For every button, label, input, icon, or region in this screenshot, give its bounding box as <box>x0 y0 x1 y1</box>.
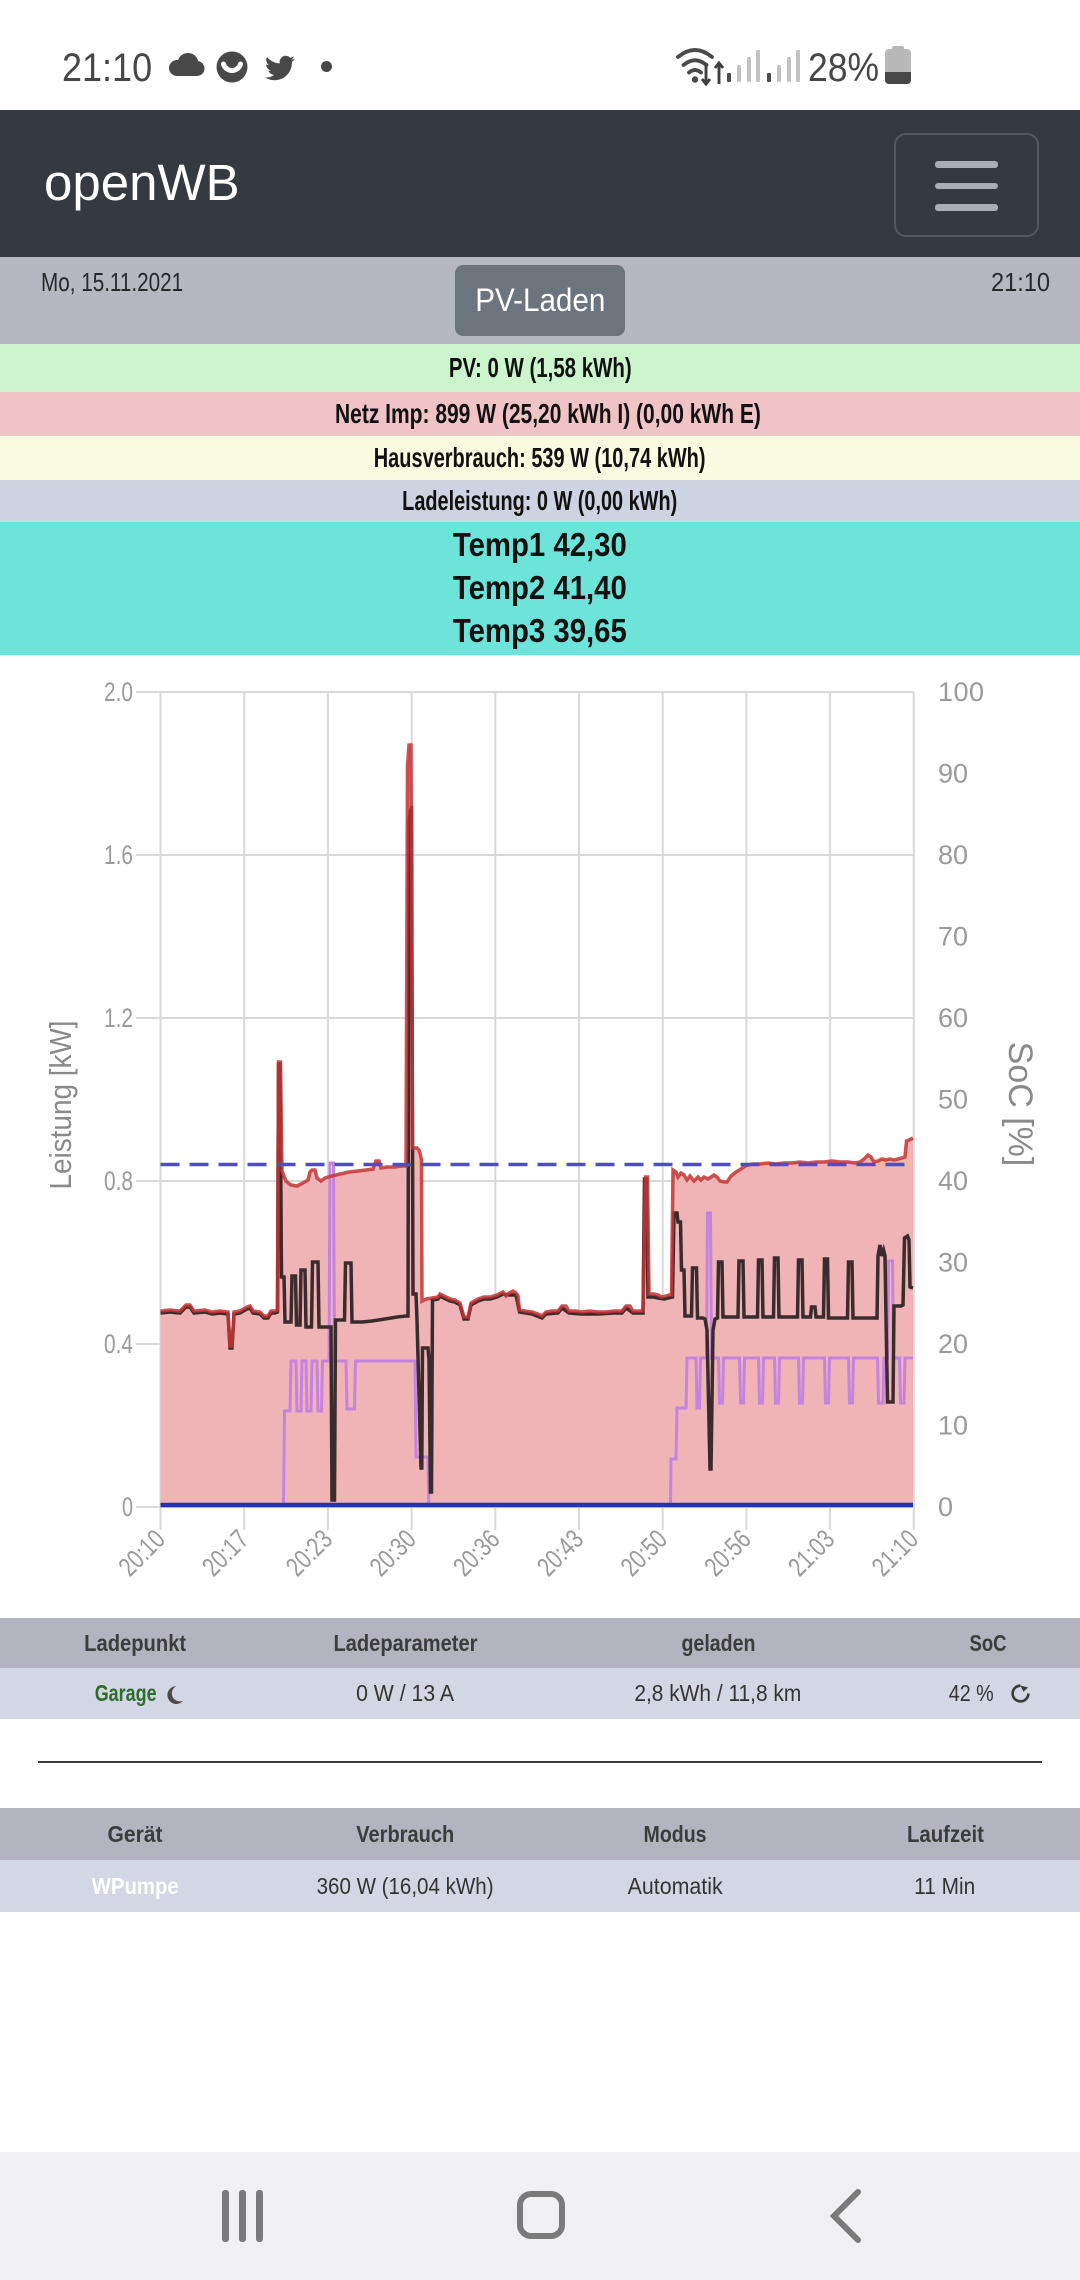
svg-text:20:43: 20:43 <box>531 1524 589 1582</box>
svg-text:100: 100 <box>938 677 984 707</box>
svg-text:Leistung [kW]: Leistung [kW] <box>44 1021 79 1190</box>
svg-text:30: 30 <box>938 1248 968 1278</box>
svg-text:0: 0 <box>938 1492 953 1522</box>
svg-text:40: 40 <box>938 1166 968 1196</box>
svg-text:0.8: 0.8 <box>104 1166 133 1196</box>
svg-text:21:10: 21:10 <box>866 1524 924 1582</box>
svg-text:20: 20 <box>938 1329 968 1359</box>
svg-text:20:17: 20:17 <box>196 1524 254 1582</box>
svg-text:0: 0 <box>122 1492 133 1522</box>
svg-text:50: 50 <box>938 1085 968 1115</box>
svg-text:SoC [%]: SoC [%] <box>1001 1042 1039 1167</box>
svg-text:80: 80 <box>938 840 968 870</box>
svg-text:1.2: 1.2 <box>104 1003 133 1033</box>
svg-text:60: 60 <box>938 1003 968 1033</box>
svg-text:2.0: 2.0 <box>104 677 133 707</box>
svg-text:20:10: 20:10 <box>113 1524 171 1582</box>
svg-text:20:30: 20:30 <box>364 1524 422 1582</box>
svg-text:0.4: 0.4 <box>104 1329 133 1359</box>
svg-text:20:50: 20:50 <box>615 1524 673 1582</box>
svg-text:20:36: 20:36 <box>448 1524 506 1582</box>
svg-text:1.6: 1.6 <box>104 840 133 870</box>
svg-text:70: 70 <box>938 922 968 952</box>
svg-text:90: 90 <box>938 759 968 789</box>
svg-text:21:03: 21:03 <box>782 1524 840 1582</box>
svg-text:20:56: 20:56 <box>699 1524 757 1582</box>
svg-text:10: 10 <box>938 1411 968 1441</box>
svg-text:20:23: 20:23 <box>280 1524 338 1582</box>
